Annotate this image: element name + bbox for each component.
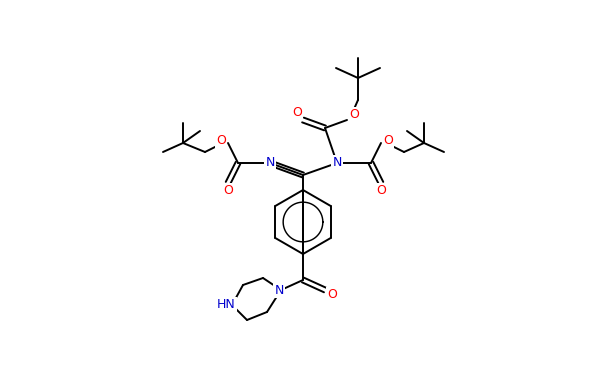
Text: O: O (383, 135, 393, 147)
Text: O: O (327, 288, 337, 302)
Text: O: O (292, 106, 302, 120)
Text: N: N (332, 156, 342, 170)
Text: N: N (274, 284, 284, 297)
Text: O: O (216, 135, 226, 147)
Text: HN: HN (217, 298, 235, 312)
Text: O: O (376, 184, 386, 198)
Text: O: O (349, 108, 359, 122)
Text: O: O (223, 184, 233, 198)
Text: N: N (266, 156, 275, 170)
